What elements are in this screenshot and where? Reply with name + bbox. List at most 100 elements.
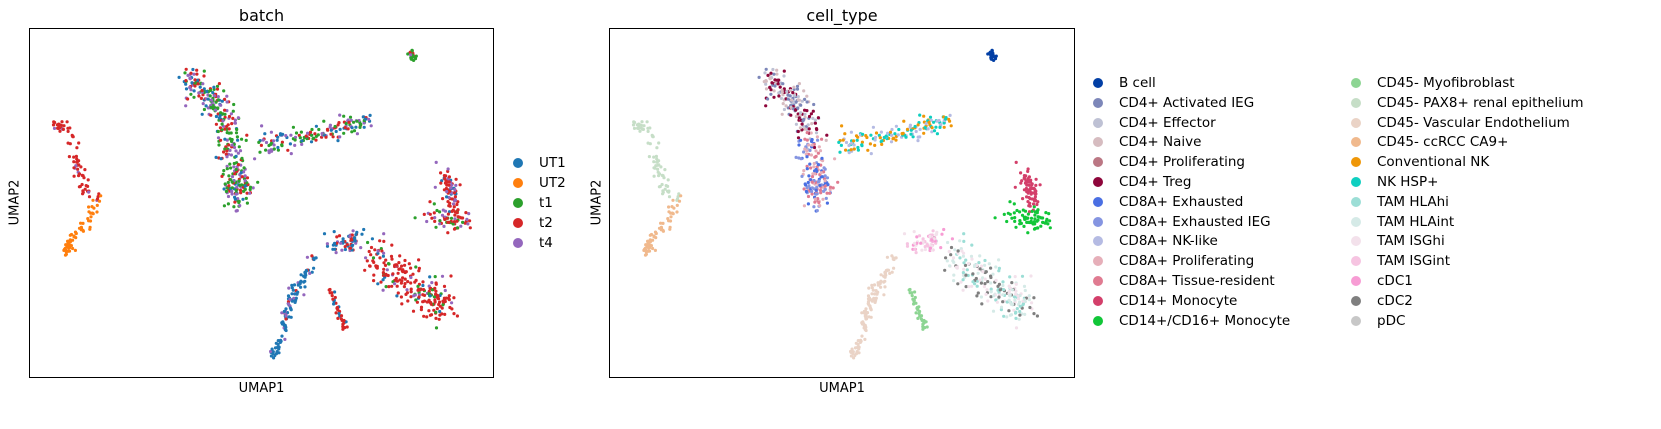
data-point	[942, 121, 946, 125]
legend-item: CD45- ccRCC CA9+	[1351, 134, 1508, 150]
y-axis-label: UMAP2	[7, 179, 23, 226]
data-point	[449, 216, 454, 220]
data-point	[894, 124, 898, 128]
data-point	[298, 280, 302, 285]
data-point	[1013, 298, 1017, 302]
data-point	[452, 191, 457, 195]
data-point	[218, 113, 222, 118]
data-point	[812, 205, 816, 209]
data-point	[208, 94, 212, 98]
data-point	[805, 155, 809, 159]
data-point	[1035, 219, 1039, 223]
legend-item: CD4+ Treg	[1093, 174, 1191, 190]
data-point	[764, 79, 768, 83]
legend-marker	[1351, 256, 1361, 267]
data-point	[284, 317, 288, 321]
data-point	[816, 138, 820, 142]
data-point	[976, 291, 980, 295]
data-point	[72, 160, 76, 164]
data-point	[302, 274, 306, 278]
data-point	[269, 349, 273, 354]
data-point	[996, 284, 1000, 288]
data-point	[210, 98, 214, 102]
data-point	[64, 243, 68, 247]
data-point	[177, 75, 181, 79]
data-point	[396, 291, 400, 295]
data-point	[184, 87, 189, 91]
data-point	[346, 127, 350, 131]
data-point	[445, 190, 449, 194]
data-point	[333, 124, 337, 129]
data-point	[849, 354, 853, 358]
data-point	[820, 175, 824, 179]
legend-item: TAM HLAint	[1351, 214, 1454, 230]
data-point	[237, 179, 241, 183]
data-point	[60, 120, 64, 124]
data-point	[288, 297, 292, 302]
data-point	[868, 297, 872, 302]
data-point	[233, 197, 237, 201]
data-point	[291, 288, 295, 292]
data-point	[341, 237, 345, 241]
data-point	[86, 184, 90, 188]
data-point	[211, 91, 215, 95]
data-point	[789, 88, 793, 93]
data-point	[822, 166, 826, 170]
data-point	[861, 132, 865, 136]
data-point	[987, 262, 991, 266]
data-point	[883, 285, 887, 289]
data-point	[978, 254, 982, 258]
data-point	[1048, 219, 1052, 223]
data-point	[289, 133, 293, 137]
data-point	[649, 232, 654, 237]
data-point	[243, 184, 247, 188]
data-point	[367, 117, 371, 121]
data-point	[1030, 197, 1034, 201]
data-point	[231, 116, 235, 120]
data-point	[1010, 281, 1014, 285]
data-point	[869, 133, 873, 137]
legend-marker	[1351, 276, 1361, 286]
data-point	[658, 184, 662, 189]
data-point	[371, 259, 375, 263]
data-point	[188, 85, 192, 90]
data-point	[961, 271, 965, 275]
data-point	[782, 107, 786, 112]
data-point	[300, 139, 304, 143]
legend-label: cDC1	[1377, 273, 1413, 289]
data-point	[983, 263, 987, 267]
data-point	[239, 171, 243, 175]
data-point	[351, 229, 355, 233]
data-point	[379, 280, 383, 284]
data-point	[852, 139, 856, 143]
data-point	[433, 185, 437, 189]
data-point	[409, 295, 413, 299]
data-point	[421, 283, 425, 288]
data-point	[913, 290, 917, 294]
data-point	[433, 275, 437, 279]
data-point	[452, 312, 456, 316]
legend-label: CD4+ Activated IEG	[1119, 94, 1255, 111]
data-point	[663, 168, 667, 172]
legend-item: cDC2	[1351, 293, 1413, 309]
data-point	[190, 81, 194, 85]
data-point	[667, 210, 671, 214]
legend-marker	[513, 218, 523, 228]
data-point	[368, 264, 372, 268]
data-point	[293, 135, 298, 139]
data-point	[233, 200, 237, 204]
data-point	[646, 245, 650, 249]
data-point	[371, 256, 376, 260]
data-point	[425, 219, 429, 224]
scatter-points	[631, 48, 1052, 360]
data-point	[401, 270, 405, 274]
data-point	[447, 220, 451, 224]
data-point	[882, 293, 886, 297]
data-point	[1027, 175, 1031, 179]
data-point	[908, 287, 912, 292]
data-point	[814, 188, 818, 192]
data-point	[366, 240, 370, 245]
data-point	[334, 251, 338, 255]
data-point	[279, 338, 283, 342]
data-point	[1026, 169, 1030, 173]
